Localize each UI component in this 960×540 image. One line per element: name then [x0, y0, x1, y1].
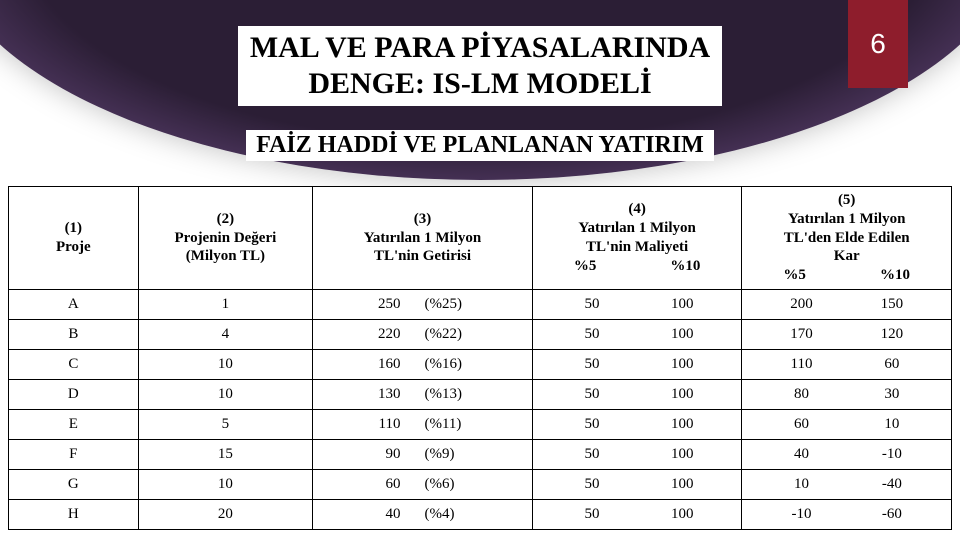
- col-header-project: (1)Proje: [9, 187, 139, 290]
- table-row: E5110(%11)501006010: [9, 409, 952, 439]
- col4-sub-10: %10: [670, 257, 700, 276]
- cell-value: 1: [138, 289, 313, 319]
- table-row: G1060(%6)5010010-40: [9, 469, 952, 499]
- col2-label: (2)Projenin Değeri(Milyon TL): [175, 211, 277, 265]
- cell-project: C: [9, 349, 139, 379]
- col4-sub-5: %5: [574, 257, 597, 276]
- cell-profit: 8030: [742, 379, 952, 409]
- cell-value: 10: [138, 469, 313, 499]
- col-header-return: (3)Yatırılan 1 MilyonTL'nin Getirisi: [313, 187, 533, 290]
- cell-profit: 10-40: [742, 469, 952, 499]
- cell-project: B: [9, 319, 139, 349]
- title-line-2: DENGE: IS-LM MODELİ: [308, 67, 651, 100]
- col-header-profit: (5)Yatırılan 1 MilyonTL'den Elde EdilenK…: [742, 187, 952, 290]
- col5-label: (5)Yatırılan 1 MilyonTL'den Elde EdilenK…: [784, 192, 910, 264]
- cell-profit: 11060: [742, 349, 952, 379]
- table-row: D10130(%13)501008030: [9, 379, 952, 409]
- cell-profit: 200150: [742, 289, 952, 319]
- cell-value: 15: [138, 439, 313, 469]
- table-body: A1250(%25)50100200150B4220(%22)501001701…: [9, 289, 952, 529]
- cell-profit: 170120: [742, 319, 952, 349]
- cell-return: 60(%6): [313, 469, 533, 499]
- col5-sub-10: %10: [880, 266, 910, 285]
- col5-sub-5: %5: [783, 266, 806, 285]
- cell-project: D: [9, 379, 139, 409]
- cell-profit: 40-10: [742, 439, 952, 469]
- cell-return: 110(%11): [313, 409, 533, 439]
- col4-label: (4)Yatırılan 1 MilyonTL'nin Maliyeti: [578, 201, 696, 255]
- table-row: A1250(%25)50100200150: [9, 289, 952, 319]
- cell-profit: 6010: [742, 409, 952, 439]
- cell-value: 5: [138, 409, 313, 439]
- col-header-value: (2)Projenin Değeri(Milyon TL): [138, 187, 313, 290]
- col-header-cost: (4)Yatırılan 1 MilyonTL'nin Maliyeti %5 …: [532, 187, 742, 290]
- cell-cost: 50100: [532, 499, 742, 529]
- cell-value: 10: [138, 349, 313, 379]
- table-row: H2040(%4)50100-10-60: [9, 499, 952, 529]
- title-line-1: MAL VE PARA PİYASALARINDA: [250, 31, 710, 64]
- cell-return: 160(%16): [313, 349, 533, 379]
- cell-cost: 50100: [532, 409, 742, 439]
- cell-cost: 50100: [532, 319, 742, 349]
- cell-cost: 50100: [532, 349, 742, 379]
- cell-value: 10: [138, 379, 313, 409]
- investment-table: (1)Proje (2)Projenin Değeri(Milyon TL) (…: [8, 186, 952, 530]
- table-row: B4220(%22)50100170120: [9, 319, 952, 349]
- slide-title: MAL VE PARA PİYASALARINDA DENGE: IS-LM M…: [0, 26, 960, 106]
- cell-project: F: [9, 439, 139, 469]
- cell-project: G: [9, 469, 139, 499]
- cell-profit: -10-60: [742, 499, 952, 529]
- slide: 6 MAL VE PARA PİYASALARINDA DENGE: IS-LM…: [0, 0, 960, 540]
- slide-subtitle: FAİZ HADDİ VE PLANLANAN YATIRIM: [0, 130, 960, 161]
- cell-return: 40(%4): [313, 499, 533, 529]
- col3-label: (3)Yatırılan 1 MilyonTL'nin Getirisi: [364, 211, 482, 265]
- cell-cost: 50100: [532, 469, 742, 499]
- cell-return: 90(%9): [313, 439, 533, 469]
- cell-return: 220(%22): [313, 319, 533, 349]
- cell-cost: 50100: [532, 439, 742, 469]
- cell-return: 130(%13): [313, 379, 533, 409]
- cell-value: 4: [138, 319, 313, 349]
- table-row: C10160(%16)5010011060: [9, 349, 952, 379]
- cell-project: A: [9, 289, 139, 319]
- cell-project: E: [9, 409, 139, 439]
- table-row: F1590(%9)5010040-10: [9, 439, 952, 469]
- cell-value: 20: [138, 499, 313, 529]
- cell-project: H: [9, 499, 139, 529]
- subtitle-text: FAİZ HADDİ VE PLANLANAN YATIRIM: [246, 130, 714, 161]
- cell-cost: 50100: [532, 289, 742, 319]
- col1-label: (1)Proje: [56, 220, 91, 255]
- table-header-row: (1)Proje (2)Projenin Değeri(Milyon TL) (…: [9, 187, 952, 290]
- cell-return: 250(%25): [313, 289, 533, 319]
- cell-cost: 50100: [532, 379, 742, 409]
